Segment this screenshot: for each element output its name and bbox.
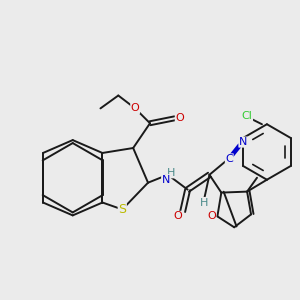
Text: C: C <box>225 154 233 164</box>
Text: H: H <box>200 197 209 208</box>
Text: O: O <box>131 103 140 113</box>
Text: O: O <box>175 113 184 123</box>
Text: H: H <box>167 168 175 178</box>
Text: N: N <box>239 137 247 147</box>
Text: S: S <box>118 203 126 216</box>
Text: O: O <box>207 212 216 221</box>
Text: O: O <box>173 212 182 221</box>
Text: Cl: Cl <box>242 111 253 121</box>
Text: N: N <box>162 175 170 185</box>
